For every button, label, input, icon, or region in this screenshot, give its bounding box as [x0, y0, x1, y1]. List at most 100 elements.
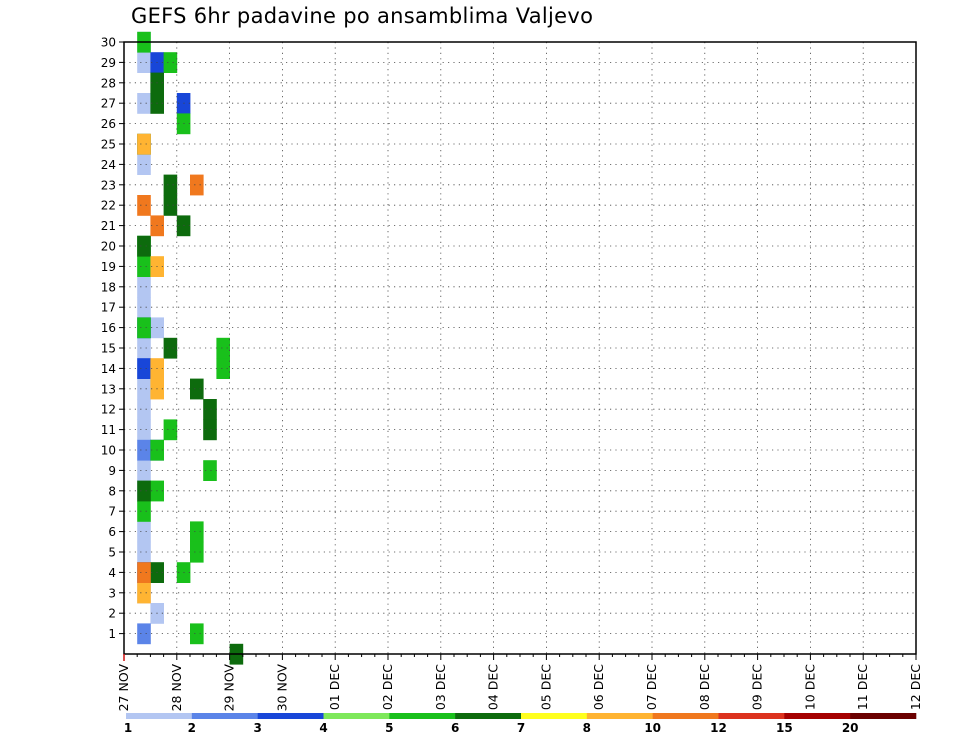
x-tick-label: 10 DEC: [802, 664, 817, 710]
x-tick-label: 12 DEC: [908, 664, 923, 710]
y-tick-label: 28: [101, 76, 116, 90]
y-tick-label: 10: [101, 444, 116, 458]
colorbar-label: 10: [644, 721, 661, 735]
y-tick-label: 5: [108, 546, 116, 560]
y-tick-label: 21: [101, 219, 116, 233]
y-axis: 1234567891011121314151617181920212223242…: [101, 36, 124, 641]
x-tick-label: 04 DEC: [486, 664, 501, 710]
colorbar: 1 2 3 4 5 6 7 8 10 12 15 20: [124, 713, 917, 735]
y-tick-label: 9: [108, 464, 116, 478]
heatmap-cell: [137, 52, 151, 73]
heatmap-cell: [163, 174, 178, 196]
colorbar-swatch: [521, 713, 588, 719]
colorbar-swatch: [718, 713, 785, 719]
heatmap-cell: [137, 541, 151, 563]
y-tick-label: 17: [101, 301, 116, 315]
y-tick-label: 27: [101, 97, 116, 111]
x-tick-label: 30 NOV: [274, 664, 289, 712]
heatmap-cell: [190, 174, 204, 196]
y-tick-label: 20: [101, 240, 116, 254]
x-tick-label: 09 DEC: [750, 664, 765, 710]
heatmap-cell: [137, 439, 151, 461]
colorbar-label: 6: [451, 721, 459, 735]
heatmap-cell: [137, 501, 151, 522]
colorbar-swatch: [257, 713, 324, 719]
x-tick-label: 28 NOV: [169, 664, 184, 712]
y-tick-label: 11: [101, 423, 116, 437]
y-tick-label: 22: [101, 199, 116, 213]
heatmap-cell: [190, 378, 204, 400]
heatmap-cell: [137, 623, 151, 645]
x-tick-label: 03 DEC: [433, 664, 448, 710]
x-tick-label: 01 DEC: [327, 664, 342, 710]
y-tick-label: 24: [101, 158, 116, 172]
y-tick-label: 25: [101, 138, 116, 152]
y-tick-label: 7: [108, 505, 116, 519]
colorbar-swatch: [784, 713, 851, 719]
heatmap-cell: [137, 480, 151, 502]
heatmap-cell: [163, 419, 178, 441]
colorbar-label: 1: [124, 721, 132, 735]
heatmap-cell: [137, 276, 151, 298]
x-tick-label: 11 DEC: [855, 664, 870, 710]
chart-title: GEFS 6hr padavine po ansamblima Valjevo: [131, 4, 594, 28]
heatmap-cell: [137, 133, 151, 155]
colorbar-swatch: [389, 713, 456, 719]
heatmap-cell: [137, 256, 151, 277]
heatmap-cell: [137, 93, 151, 114]
y-tick-label: 16: [101, 321, 116, 335]
x-axis: 27 NOV 28 NOV 29 NOV 30 NOV 01 DEC 02 DEC 03 D…: [116, 654, 923, 711]
y-tick-label: 15: [101, 342, 116, 356]
heatmap-cell: [203, 399, 217, 420]
colorbar-swatch: [652, 713, 719, 719]
heatmap-cell: [137, 521, 151, 543]
heatmap-cell: [137, 235, 151, 257]
heatmap-cell: [137, 337, 151, 359]
colorbar-swatch: [455, 713, 522, 719]
heatmap-cell: [137, 419, 151, 441]
y-tick-label: 19: [101, 260, 116, 274]
heatmap-cell: [137, 562, 151, 583]
y-tick-label: 12: [101, 403, 116, 417]
x-tick-label: 27 NOV: [116, 664, 131, 712]
heatmap-cell: [163, 337, 178, 359]
x-tick-label: 06 DEC: [591, 664, 606, 710]
x-tick-label: 08 DEC: [697, 664, 712, 710]
y-tick-label: 23: [101, 178, 116, 192]
heatmap-cell: [190, 623, 204, 645]
heatmap-cell: [137, 399, 151, 420]
heatmap-cell: [163, 195, 178, 216]
heatmap-cell: [137, 154, 151, 175]
colorbar-label: 7: [517, 721, 525, 735]
heatmap-cell: [216, 337, 230, 359]
colorbar-label: 20: [842, 721, 859, 735]
colorbar-swatch: [191, 713, 258, 719]
x-tick-label: 05 DEC: [538, 664, 553, 710]
x-tick-label: 29 NOV: [222, 664, 237, 712]
colorbar-label: 2: [188, 721, 196, 735]
heatmap-cell: [137, 460, 151, 481]
x-tick-label: 07 DEC: [644, 664, 659, 710]
heatmap-cell: [216, 358, 230, 379]
colorbar-label: 12: [710, 721, 727, 735]
y-tick-label: 6: [108, 525, 116, 539]
colorbar-swatch: [586, 713, 653, 719]
y-tick-label: 13: [101, 382, 116, 396]
colorbar-label: 5: [385, 721, 393, 735]
colorbar-label: 8: [583, 721, 591, 735]
colorbar-label: 15: [776, 721, 793, 735]
heatmap-cell: [137, 195, 151, 216]
heatmap-cell: [137, 358, 151, 379]
y-tick-label: 30: [101, 36, 116, 50]
y-tick-label: 2: [108, 607, 116, 621]
heatmap-cell: [137, 317, 151, 339]
colorbar-label: 4: [319, 721, 327, 735]
heatmap-cell: [203, 419, 217, 441]
heatmap-cell: [137, 297, 151, 318]
y-tick-label: 26: [101, 117, 116, 131]
heatmap-cell: [203, 460, 217, 481]
heatmap-cell: [190, 521, 204, 543]
colorbar-swatch: [850, 713, 917, 719]
heatmap-cell: [137, 378, 151, 400]
